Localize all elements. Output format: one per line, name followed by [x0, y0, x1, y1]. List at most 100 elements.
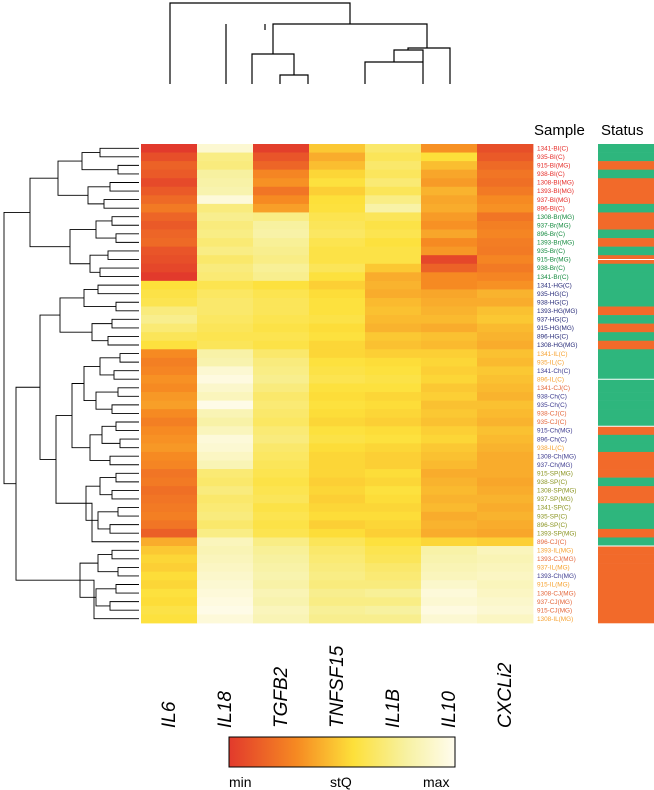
sample-label: 915-Br(MG) — [537, 257, 571, 264]
heat-cell — [197, 451, 254, 461]
heat-cell — [365, 229, 422, 239]
sample-label: 935-HG(C) — [537, 291, 568, 298]
status-cell — [598, 366, 654, 376]
heat-cell — [197, 161, 254, 171]
heat-cell — [477, 186, 534, 196]
heat-cell — [477, 451, 534, 461]
status-strip — [598, 144, 654, 624]
heat-cell — [253, 546, 310, 555]
status-cell — [598, 263, 654, 273]
heat-cell — [421, 332, 478, 342]
heat-cell — [253, 357, 310, 367]
status-cell — [598, 520, 654, 530]
heat-cell — [141, 246, 198, 256]
status-cell — [598, 503, 654, 513]
colorbar — [228, 736, 456, 768]
heat-cell — [309, 614, 366, 624]
heat-cell — [365, 511, 422, 521]
heat-cell — [477, 280, 534, 290]
heat-cell — [309, 571, 366, 581]
heat-cell — [141, 374, 198, 384]
heat-cell — [253, 443, 310, 453]
heat-cell — [253, 469, 310, 478]
status-cell — [598, 212, 654, 222]
dendrogram-branch — [15, 386, 80, 581]
heat-cell — [141, 238, 198, 248]
heat-cell — [421, 246, 478, 256]
heat-cell — [253, 597, 310, 607]
heat-cell — [421, 220, 478, 230]
status-cell — [598, 486, 654, 495]
heat-cell — [365, 357, 422, 367]
sample-header: Sample — [534, 122, 585, 139]
status-cell — [598, 383, 654, 393]
dendrogram-branch — [91, 323, 112, 342]
heat-cell — [197, 195, 254, 205]
heat-cell — [365, 417, 422, 427]
heat-cell — [197, 349, 254, 359]
heat-cell — [309, 554, 366, 564]
heat-cell — [141, 289, 198, 299]
heat-cell — [365, 460, 422, 470]
sample-label: 935-BI(C) — [537, 154, 565, 161]
heat-cell — [309, 272, 366, 282]
heat-cell — [309, 161, 366, 171]
heat-cell — [197, 255, 254, 265]
heat-cell — [309, 580, 366, 590]
sample-label: 937-SP(MG) — [537, 496, 573, 503]
heat-cell — [197, 511, 254, 521]
status-cell — [598, 246, 654, 256]
heat-cell — [253, 203, 310, 213]
heat-cell — [253, 178, 310, 188]
heat-cell — [197, 229, 254, 239]
status-cell — [598, 306, 654, 316]
sample-label: 937-Br(MG) — [537, 222, 571, 229]
status-cell — [598, 357, 654, 367]
sample-label: 915-HG(MG) — [537, 325, 574, 332]
heat-cell — [477, 178, 534, 188]
dendrogram-branch — [115, 421, 139, 431]
status-cell — [598, 537, 654, 547]
heat-cell — [141, 451, 198, 461]
dendrogram-branch — [101, 425, 120, 444]
heat-cell — [421, 366, 478, 376]
sample-label: 1308-Ch(MG) — [537, 453, 576, 460]
heat-cell — [365, 374, 422, 384]
heat-cell — [477, 511, 534, 521]
heat-cell — [477, 597, 534, 607]
heat-cell — [309, 605, 366, 615]
sample-label: 1308-BI(MG) — [537, 180, 574, 187]
heat-cell — [365, 152, 422, 162]
heat-cell — [421, 229, 478, 239]
heat-cell — [309, 546, 366, 555]
status-cell — [598, 546, 654, 555]
status-cell — [598, 434, 654, 444]
heat-cell — [141, 417, 198, 427]
heat-cell — [421, 263, 478, 273]
heat-cell — [309, 357, 366, 367]
sample-label: 938-Br(C) — [537, 265, 565, 272]
heat-cell — [421, 580, 478, 590]
heat-cell — [365, 605, 422, 615]
heat-cell — [365, 349, 422, 359]
heat-cell — [365, 597, 422, 607]
heat-cell — [477, 494, 534, 504]
heat-cell — [197, 272, 254, 282]
heat-cell — [421, 486, 478, 496]
heat-cell — [253, 520, 310, 530]
heat-cell — [253, 486, 310, 496]
dendrogram-branch — [117, 507, 139, 517]
dendrogram-branch — [111, 404, 139, 414]
heat-cell — [477, 349, 534, 359]
heat-cell — [197, 503, 254, 513]
status-cell — [598, 186, 654, 196]
status-cell — [598, 238, 654, 247]
heat-cell — [365, 332, 422, 342]
dendrogram-branch — [97, 284, 139, 295]
heat-cell — [421, 212, 478, 222]
gene-label: TNFSF15 — [327, 645, 348, 728]
heat-cell — [309, 349, 366, 359]
sample-labels: 1341-BI(C) 935-BI(C) 915-BI(MG)938-BI(C) 13… — [537, 145, 577, 622]
heat-cell — [477, 195, 534, 205]
sample-label: 1393-BI(MG) — [537, 188, 574, 195]
